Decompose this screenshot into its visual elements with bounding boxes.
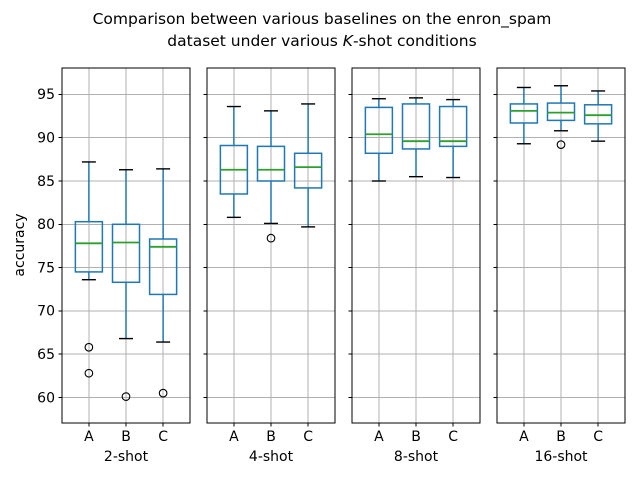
iqr-box: [74, 220, 104, 273]
panel-xlabel: 2-shot: [104, 449, 149, 465]
outlier-marker: [158, 388, 168, 398]
panel-border: [496, 67, 626, 424]
box-2-shot-B: [111, 169, 141, 401]
panel-xlabel: 16-shot: [534, 449, 588, 465]
y-tick-label: 80: [37, 217, 55, 233]
panel-16-shot: A B C 16-shot: [493, 67, 626, 465]
outlier-marker: [266, 233, 276, 243]
x-tick-label: A: [84, 429, 94, 445]
box-2-shot-C: [148, 168, 178, 398]
iqr-box: [509, 103, 539, 124]
panel-2-shot: 60 65 70 75 80 85 90 95 A B C 2-shot: [37, 67, 191, 465]
y-tick-label: 65: [37, 347, 55, 363]
y-tick-label: 75: [37, 260, 55, 276]
y-tick-label: 95: [37, 87, 55, 103]
chart-title: Comparison between various baselines on …: [2, 8, 640, 52]
x-tick-label: C: [448, 429, 458, 445]
iqr-box: [148, 238, 178, 296]
chart-title-line-2: dataset under various K-shot conditions: [2, 30, 640, 52]
outlier-marker: [84, 342, 94, 352]
x-tick-label: B: [266, 429, 276, 445]
panel-4-shot: A B C 4-shot: [203, 67, 336, 465]
x-tick-label: A: [374, 429, 384, 445]
iqr-box: [401, 103, 431, 150]
box-2-shot-A: [74, 161, 104, 378]
x-tick-label: C: [158, 429, 168, 445]
box-8-shot-C: [438, 98, 468, 179]
iqr-box: [256, 145, 286, 182]
x-tick-label: C: [593, 429, 603, 445]
panel-8-shot: A B C 8-shot: [348, 67, 481, 465]
box-16-shot-A: [509, 86, 539, 145]
panel-border: [61, 67, 191, 424]
y-tick-label: 85: [37, 174, 55, 190]
title-line2-k: K: [342, 32, 353, 50]
box-8-shot-B: [401, 97, 431, 178]
title-line2-post: -shot conditions: [352, 32, 477, 50]
x-tick-label: B: [121, 429, 131, 445]
outlier-marker: [556, 140, 566, 149]
panel-xlabel: 8-shot: [394, 449, 439, 465]
x-tick-label: A: [519, 429, 529, 445]
box-4-shot-A: [219, 105, 249, 219]
x-tick-label: A: [229, 429, 239, 445]
outlier-marker: [121, 392, 131, 401]
iqr-box: [111, 223, 141, 284]
chart-title-line-1: Comparison between various baselines on …: [92, 10, 552, 28]
box-4-shot-C: [293, 103, 323, 228]
iqr-box: [438, 105, 468, 148]
x-tick-label: C: [303, 429, 313, 445]
panel-xlabel: 4-shot: [249, 449, 294, 465]
box-16-shot-B: [546, 85, 576, 149]
panel-border: [351, 67, 481, 424]
x-tick-label: B: [556, 429, 566, 445]
panel-border: [206, 67, 336, 424]
y-tick-label: 70: [37, 304, 55, 320]
iqr-box: [364, 106, 394, 155]
y-tick-label: 90: [37, 131, 55, 147]
outlier-marker: [84, 368, 94, 378]
iqr-box: [293, 152, 323, 189]
title-line2-pre: dataset under various: [167, 32, 343, 50]
box-4-shot-B: [256, 110, 286, 243]
y-tick-label: 60: [37, 390, 55, 406]
box-8-shot-A: [364, 98, 394, 182]
x-tick-label: B: [411, 429, 421, 445]
box-16-shot-C: [583, 90, 613, 142]
